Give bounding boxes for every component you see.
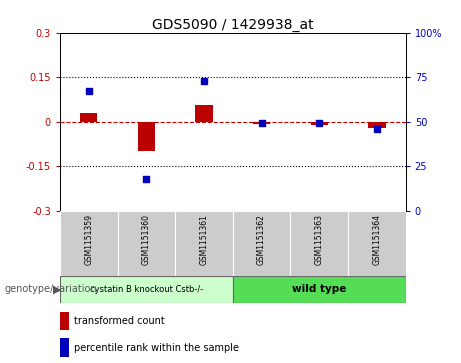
Bar [290,211,348,276]
Point [373,126,381,132]
Bar [195,105,213,122]
Text: GSM1151362: GSM1151362 [257,214,266,265]
Bar [311,122,328,125]
Bar [60,338,69,357]
Text: GSM1151361: GSM1151361 [200,214,208,265]
Point [85,89,92,94]
Bar [253,122,270,124]
Point [200,78,207,83]
Text: GSM1151359: GSM1151359 [84,214,93,265]
Text: GSM1151363: GSM1151363 [315,214,324,265]
Text: percentile rank within the sample: percentile rank within the sample [74,343,239,353]
Bar [138,122,155,151]
Bar [60,211,118,276]
Text: GSM1151364: GSM1151364 [372,214,381,265]
Point [142,176,150,182]
Bar [118,211,175,276]
Text: GSM1151360: GSM1151360 [142,214,151,265]
Text: ▶: ▶ [53,285,61,294]
Text: genotype/variation: genotype/variation [5,285,97,294]
Text: wild type: wild type [292,285,346,294]
Text: cystatin B knockout Cstb-/-: cystatin B knockout Cstb-/- [90,285,203,294]
Bar [348,211,406,276]
Bar [60,312,69,330]
Text: transformed count: transformed count [74,317,165,326]
Bar [233,211,290,276]
Bar [175,211,233,276]
Point [258,121,266,126]
Bar [60,276,233,303]
Bar [368,122,385,128]
Bar [233,276,406,303]
Bar [80,113,97,122]
Point [315,121,323,126]
Title: GDS5090 / 1429938_at: GDS5090 / 1429938_at [152,18,313,32]
